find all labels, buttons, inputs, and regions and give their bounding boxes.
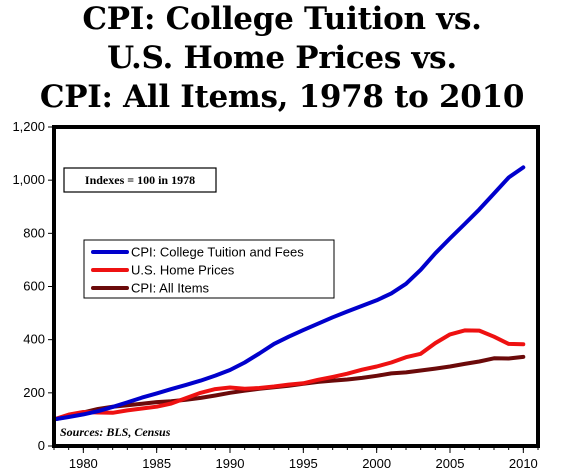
series-line-cpi-college-tuition-and-fees [52,165,526,422]
y-tick-label: 200 [23,385,45,400]
x-tick-label: 2000 [362,456,391,471]
y-tick-label: 1,000 [12,172,45,187]
chart-title: CPI: College Tuition vs. U.S. Home Price… [0,0,564,117]
y-tick-label: 600 [23,279,45,294]
y-tick-label: 0 [38,438,45,453]
series-line-u-s-home-prices [52,328,526,422]
title-line-3: CPI: All Items, 1978 to 2010 [39,79,525,115]
y-tick-label: 400 [23,332,45,347]
title-line-2: U.S. Home Prices vs. [107,40,457,76]
annotation-text: Indexes = 100 in 1978 [85,173,195,187]
x-tick-label: 2005 [436,456,465,471]
annotation-box: Indexes = 100 in 1978 [63,167,217,193]
x-tick-label: 2010 [509,456,538,471]
axes-layer: 0 200 400 600 800 1,000 1,200 1980 1985 1990 1995 2… [12,119,539,471]
legend: CPI: College Tuition and Fees U.S. Home P… [83,239,335,299]
plot-layer [52,165,526,422]
y-tick-label: 800 [23,225,45,240]
legend-label: CPI: All Items [131,281,210,296]
x-tick-label: 1995 [289,456,318,471]
source-note: Sources: BLS, Census [60,425,171,439]
x-tick-label: 1985 [142,456,171,471]
annotation-frame [63,167,217,193]
title-line-1: CPI: College Tuition vs. [82,1,482,37]
y-tick-label: 1,200 [12,119,45,134]
legend-label: U.S. Home Prices [131,263,235,278]
x-tick-label: 1980 [69,456,98,471]
legend-label: CPI: College Tuition and Fees [131,245,304,260]
x-tick-label: 1990 [216,456,245,471]
